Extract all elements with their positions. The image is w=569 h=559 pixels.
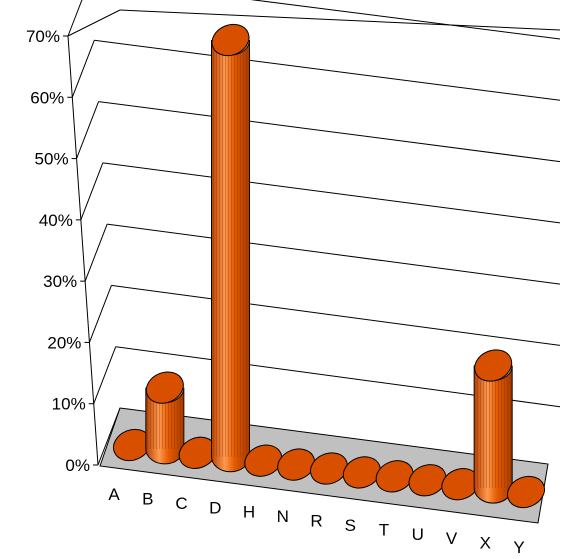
- gridline: [102, 162, 561, 224]
- x-tick-label: D: [209, 498, 221, 517]
- bar-top: [342, 456, 381, 489]
- gridline-depth: [67, 0, 83, 37]
- bar-top: [145, 371, 184, 404]
- gridline-depth: [84, 223, 108, 282]
- bars: [113, 23, 545, 509]
- x-tick-label: V: [446, 529, 458, 548]
- gridline-depth: [76, 101, 100, 159]
- x-tick-label: T: [379, 520, 389, 539]
- gridline: [107, 223, 561, 285]
- bar-X: [473, 349, 513, 504]
- x-tick-label: X: [480, 534, 491, 553]
- gridline-depth: [88, 285, 112, 343]
- bar-N: [277, 448, 316, 481]
- bar-texture: [211, 40, 250, 457]
- gridline: [98, 101, 561, 163]
- x-tick-label: B: [142, 489, 153, 508]
- x-tick-label: S: [345, 516, 356, 535]
- y-tick-label: 60%: [30, 88, 64, 107]
- bar-T: [375, 460, 414, 493]
- bar-S: [342, 456, 381, 489]
- x-tick-label: C: [175, 494, 187, 513]
- gridline: [111, 284, 561, 346]
- x-axis-ticks: A B C D H N R S T U V X Y: [108, 485, 524, 557]
- bar-top: [474, 349, 513, 382]
- y-axis-line: [67, 35, 99, 466]
- y-tick-label: 0%: [65, 456, 90, 475]
- x-tick-label: A: [108, 485, 120, 504]
- bar-texture: [145, 387, 184, 449]
- bar-top: [244, 444, 283, 477]
- y-tick-label: 30%: [43, 272, 77, 291]
- gridline: [94, 39, 561, 101]
- bar-D: [211, 23, 250, 473]
- y-tick-label: 10%: [52, 395, 86, 414]
- y-tick-label: 50%: [35, 150, 69, 169]
- bar-top: [375, 460, 414, 493]
- x-tick-label: U: [412, 525, 424, 544]
- y-tick-label: 40%: [39, 211, 73, 230]
- x-tick-label: Y: [513, 538, 524, 557]
- y-axis-ticks: 0% 10% 20% 30% 40% 50% 60% 70%: [26, 27, 98, 475]
- gridline-depth: [71, 40, 95, 98]
- bar-top: [408, 464, 447, 497]
- y-tick-label: 20%: [47, 333, 81, 352]
- wall-top-edge: [67, 9, 121, 37]
- gridline: [250, 0, 561, 40]
- bar-top: [507, 475, 545, 509]
- bar-R: [310, 452, 348, 485]
- bar-top: [277, 448, 316, 481]
- bar-top: [310, 452, 348, 485]
- bar-B: [145, 371, 185, 465]
- gridline-depth: [80, 162, 104, 221]
- x-tick-label: H: [243, 503, 255, 522]
- y-tick-label: 70%: [26, 27, 60, 46]
- bar-texture: [474, 365, 513, 489]
- bar-U: [408, 464, 447, 497]
- gridline-depth: [93, 346, 117, 404]
- gridlines: [67, 0, 561, 466]
- bar-H: [244, 444, 283, 477]
- bar-Y: [507, 475, 545, 509]
- bar-top: [211, 23, 250, 57]
- x-tick-label: R: [310, 512, 322, 531]
- x-tick-label: N: [277, 507, 289, 526]
- gridline: [119, 9, 561, 31]
